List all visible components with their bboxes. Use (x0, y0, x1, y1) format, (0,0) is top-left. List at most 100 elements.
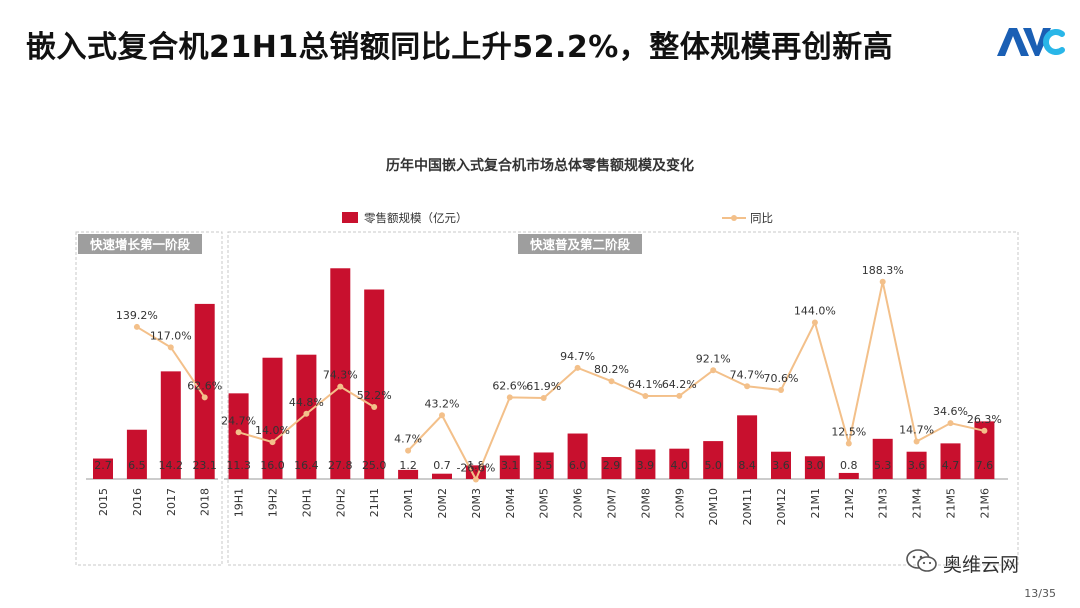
x-tick-label: 20M5 (538, 488, 551, 519)
bar (296, 354, 317, 479)
growth-point (133, 323, 140, 330)
bar (804, 456, 825, 479)
x-tick-label: 2016 (131, 488, 144, 516)
growth-point (642, 393, 649, 400)
bar-value-label: 0.7 (433, 459, 451, 472)
growth-value-label: 94.7% (560, 350, 595, 363)
bar (126, 429, 147, 479)
avc-logo-icon: AVC (997, 28, 1065, 56)
growth-value-label: 70.6% (764, 372, 799, 385)
bar (567, 433, 588, 479)
page-number: 13/35 (1024, 587, 1056, 600)
bar (533, 452, 554, 479)
bar (93, 458, 113, 479)
bar-value-label: 11.3 (226, 459, 251, 472)
x-tick-label: 20M6 (572, 488, 585, 519)
bar-value-label: 0.8 (840, 459, 858, 472)
bar-value-label: 1.2 (399, 459, 417, 472)
growth-value-label: 144.0% (794, 305, 836, 318)
x-tick-label: 20M2 (436, 488, 449, 519)
x-tick-label: 19H1 (233, 488, 246, 517)
x-tick-label: 2017 (165, 488, 178, 516)
bar (737, 415, 758, 479)
growth-point (540, 395, 547, 402)
growth-point (744, 383, 751, 390)
growth-value-label: 61.9% (526, 380, 561, 393)
bar (771, 451, 791, 479)
growth-point (608, 378, 615, 385)
bar-value-label: 3.0 (806, 459, 824, 472)
bar-value-label: 5.3 (874, 459, 892, 472)
legend-line-marker (731, 215, 737, 221)
growth-value-label: 14.0% (255, 424, 290, 437)
growth-value-label: -26.6% (456, 461, 495, 474)
growth-value-label: 43.2% (425, 397, 460, 410)
panel-label: 快速普及第二阶段 (530, 237, 631, 252)
panel-frame (75, 231, 223, 566)
growth-value-label: 26.3% (967, 413, 1002, 426)
growth-value-label: 117.0% (150, 329, 192, 342)
x-tick-label: 20M9 (673, 488, 686, 519)
legend-bar-label: 零售额规模（亿元） (364, 211, 468, 225)
bar (872, 438, 893, 479)
bar (974, 421, 995, 479)
growth-value-label: 64.1% (628, 378, 663, 391)
bar-value-label: 23.1 (192, 459, 217, 472)
legend-bar-swatch (342, 212, 358, 223)
bar (432, 473, 452, 479)
bar (940, 443, 961, 479)
growth-point (235, 429, 242, 436)
x-tick-label: 20M11 (741, 488, 754, 526)
growth-point (269, 439, 276, 446)
bar-value-label: 2.9 (603, 459, 621, 472)
growth-value-label: 74.7% (730, 368, 765, 381)
bar-value-label: 4.0 (671, 459, 689, 472)
slide-headline: 嵌入式复合机21H1总销额同比上升52.2%，整体规模再创新高 (26, 30, 894, 65)
growth-value-label: 24.7% (221, 414, 256, 427)
bar-value-label: 3.6 (772, 459, 790, 472)
growth-point (303, 410, 310, 417)
x-tick-label: 20M4 (504, 488, 517, 519)
growth-point (947, 420, 954, 427)
bar-value-label: 3.9 (637, 459, 655, 472)
growth-value-label: 80.2% (594, 363, 629, 376)
bar (906, 451, 927, 479)
growth-value-label: 139.2% (116, 309, 158, 322)
x-tick-label: 21H1 (368, 488, 381, 517)
growth-point (472, 476, 479, 483)
x-tick-label: 21M4 (911, 488, 924, 519)
growth-point (574, 364, 581, 371)
watermark-text: 奥维云网 (943, 554, 1020, 576)
growth-value-label: 52.2% (357, 389, 392, 402)
bar (262, 357, 283, 479)
bar-value-label: 6.5 (128, 459, 146, 472)
wechat-icon (906, 549, 937, 572)
bar-value-label: 2.7 (94, 459, 112, 472)
panel-label: 快速增长第一阶段 (90, 237, 191, 252)
growth-point (439, 412, 445, 419)
growth-value-label: 14.7% (899, 423, 934, 436)
x-tick-label: 2015 (97, 488, 110, 516)
growth-point (167, 344, 174, 351)
bar-value-label: 27.8 (328, 459, 353, 472)
bar-value-label: 16.0 (260, 459, 285, 472)
growth-point (337, 383, 344, 390)
bar (364, 289, 385, 479)
bar (703, 441, 724, 479)
bar (601, 457, 622, 479)
x-tick-label: 20M1 (402, 488, 415, 519)
x-tick-label: 21M1 (809, 488, 822, 519)
bar-value-label: 3.6 (908, 459, 926, 472)
growth-point (405, 447, 412, 454)
legend-line-label: 同比 (750, 211, 773, 225)
growth-point (710, 367, 717, 374)
bar-value-label: 16.4 (294, 459, 319, 472)
bar-value-label: 14.2 (159, 459, 184, 472)
growth-point (371, 403, 378, 410)
x-tick-label: 2018 (199, 488, 212, 516)
panel-label-bg (518, 234, 642, 254)
growth-point (676, 392, 683, 399)
bar (838, 472, 859, 479)
growth-value-label: 188.3% (862, 264, 904, 277)
bar (499, 455, 520, 479)
